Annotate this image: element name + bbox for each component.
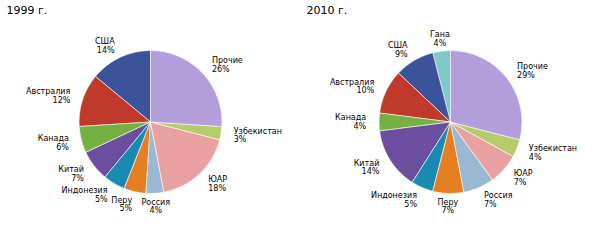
svg-text:Узбекистан3%: Узбекистан3% (234, 127, 282, 145)
svg-text:Канада4%: Канада4% (335, 113, 367, 131)
svg-text:Прочие29%: Прочие29% (517, 62, 548, 80)
svg-text:Россия4%: Россия4% (142, 198, 171, 216)
svg-text:Канада6%: Канада6% (38, 134, 70, 152)
svg-text:Россия7%: Россия7% (484, 191, 513, 209)
svg-text:Узбекистан4%: Узбекистан4% (529, 144, 577, 162)
svg-text:Австралия12%: Австралия12% (26, 87, 71, 105)
svg-text:Китай14%: Китай14% (354, 159, 380, 177)
svg-text:Индонезия5%: Индонезия5% (371, 191, 417, 209)
svg-text:2010 г.: 2010 г. (307, 4, 348, 17)
svg-text:Гана4%: Гана4% (430, 30, 450, 48)
svg-text:Перу7%: Перу7% (437, 198, 458, 216)
svg-text:США14%: США14% (95, 37, 115, 55)
svg-text:Перу5%: Перу5% (111, 196, 132, 214)
svg-text:1999 г.: 1999 г. (7, 4, 48, 17)
svg-text:США9%: США9% (388, 41, 408, 59)
svg-text:Австралия10%: Австралия10% (330, 78, 375, 96)
svg-text:Китай7%: Китай7% (58, 165, 84, 183)
svg-text:Прочие26%: Прочие26% (212, 56, 243, 74)
svg-text:ЮАР7%: ЮАР7% (514, 169, 533, 187)
svg-text:Индонезия5%: Индонезия5% (62, 186, 108, 204)
svg-text:ЮАР18%: ЮАР18% (208, 175, 227, 193)
